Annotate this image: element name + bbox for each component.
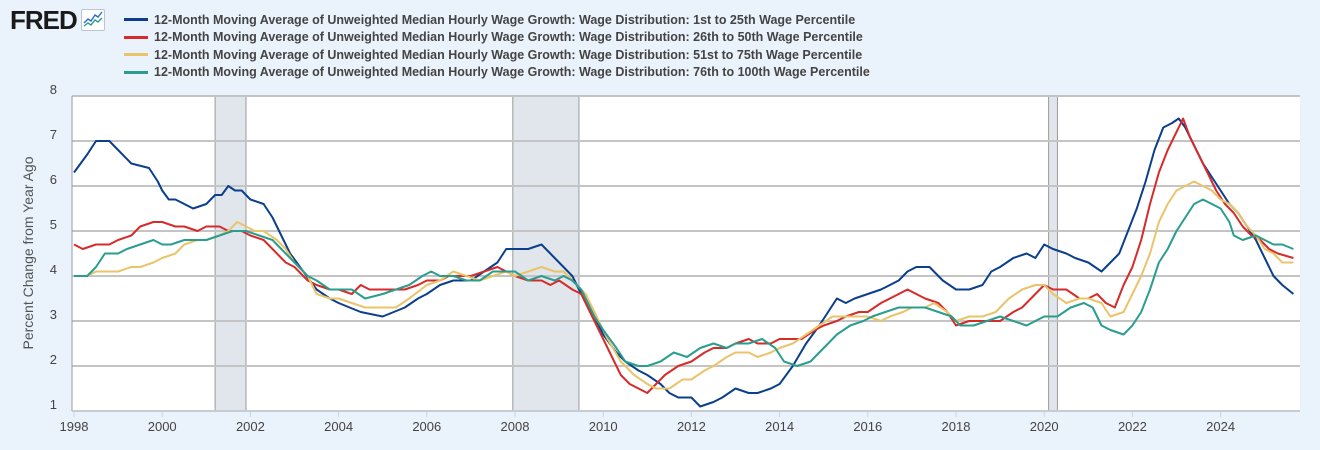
legend-label: 12-Month Moving Average of Unweighted Me… <box>154 65 870 80</box>
recession-band <box>1048 96 1058 411</box>
axes-layer: 1 2 3 4 5 6 7 8 1998 2000 2002 2004 2006 2008 2010 2012… <box>50 82 1300 434</box>
fred-logo-text: FRED <box>10 5 78 35</box>
legend-item[interactable]: 12-Month Moving Average of Unweighted Me… <box>124 11 870 29</box>
x-tick-label: 2024 <box>1206 419 1235 434</box>
x-tick-label: 2002 <box>236 419 265 434</box>
x-tick-label: 2006 <box>412 419 441 434</box>
y-axis-title: Percent Change from Year Ago <box>20 156 36 349</box>
x-tick-label: 2012 <box>677 419 706 434</box>
series-line-1[interactable] <box>73 117 1295 408</box>
legend-swatch <box>124 53 148 57</box>
x-tick-label: 2010 <box>589 419 618 434</box>
recession-band <box>512 96 579 411</box>
legend-swatch <box>124 18 148 22</box>
recession-band <box>215 96 246 411</box>
legend-item[interactable]: 12-Month Moving Average of Unweighted Me… <box>124 46 870 64</box>
y-tick-label: 8 <box>50 82 57 97</box>
y-tick-label: 1 <box>50 397 57 412</box>
chart-legend: 12-Month Moving Average of Unweighted Me… <box>124 11 870 81</box>
y-tick-label: 4 <box>50 262 57 277</box>
x-tick-label: 2014 <box>765 419 794 434</box>
x-tick-label: 2018 <box>942 419 971 434</box>
legend-swatch <box>124 70 148 74</box>
legend-label: 12-Month Moving Average of Unweighted Me… <box>154 30 863 45</box>
x-tick-label: 2008 <box>501 419 530 434</box>
line-chart-icon <box>80 9 105 31</box>
series-line-3[interactable] <box>74 180 1294 390</box>
x-tick-label: 2004 <box>324 419 353 434</box>
legend-label: 12-Month Moving Average of Unweighted Me… <box>154 12 856 27</box>
y-tick-label: 7 <box>50 127 57 142</box>
fred-logo[interactable]: FRED <box>10 7 105 33</box>
y-tick-label: 2 <box>50 352 57 367</box>
series-layer <box>73 117 1295 408</box>
x-tick-label: 2022 <box>1118 419 1147 434</box>
x-tick-label: 2016 <box>853 419 882 434</box>
series-line-4[interactable] <box>74 198 1294 367</box>
legend-item[interactable]: 12-Month Moving Average of Unweighted Me… <box>124 29 870 47</box>
y-tick-label: 5 <box>50 217 57 232</box>
y-tick-label: 3 <box>50 307 57 322</box>
series-line-2[interactable] <box>73 117 1294 394</box>
x-tick-label: 1998 <box>60 419 89 434</box>
x-tick-label: 2000 <box>148 419 177 434</box>
x-tick-label: 2020 <box>1030 419 1059 434</box>
y-tick-label: 6 <box>50 172 57 187</box>
legend-item[interactable]: 12-Month Moving Average of Unweighted Me… <box>124 64 870 82</box>
legend-swatch <box>124 35 148 39</box>
legend-label: 12-Month Moving Average of Unweighted Me… <box>154 47 863 62</box>
